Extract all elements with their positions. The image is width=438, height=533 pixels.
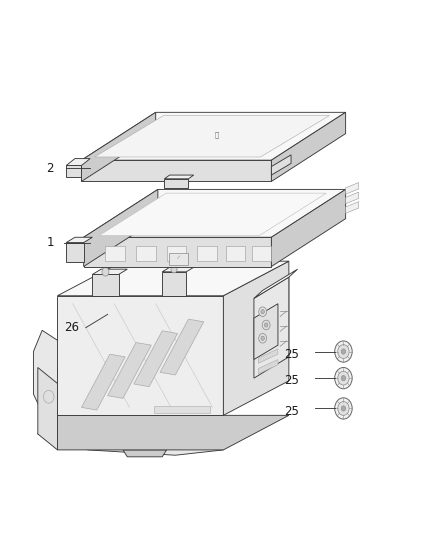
Circle shape bbox=[338, 401, 349, 415]
Polygon shape bbox=[258, 360, 278, 374]
Polygon shape bbox=[106, 246, 125, 261]
Polygon shape bbox=[134, 331, 177, 386]
Polygon shape bbox=[38, 421, 223, 455]
Polygon shape bbox=[164, 179, 188, 188]
Polygon shape bbox=[57, 296, 223, 415]
Polygon shape bbox=[160, 319, 204, 375]
Polygon shape bbox=[153, 406, 210, 413]
Polygon shape bbox=[272, 112, 346, 181]
Text: 25: 25 bbox=[285, 374, 299, 387]
Polygon shape bbox=[84, 237, 272, 266]
Polygon shape bbox=[223, 261, 289, 415]
Polygon shape bbox=[166, 246, 186, 261]
Polygon shape bbox=[84, 189, 346, 237]
Circle shape bbox=[261, 310, 265, 314]
Circle shape bbox=[338, 371, 349, 385]
Text: 25: 25 bbox=[285, 405, 299, 417]
Polygon shape bbox=[136, 246, 155, 261]
Polygon shape bbox=[123, 450, 166, 457]
Circle shape bbox=[102, 268, 109, 276]
Text: 1: 1 bbox=[46, 236, 54, 249]
Circle shape bbox=[259, 334, 267, 343]
Polygon shape bbox=[254, 269, 297, 298]
Text: 25: 25 bbox=[285, 348, 299, 361]
Polygon shape bbox=[33, 330, 71, 418]
Polygon shape bbox=[258, 349, 278, 364]
Polygon shape bbox=[346, 182, 359, 194]
Text: 2: 2 bbox=[46, 161, 54, 175]
Polygon shape bbox=[81, 112, 155, 181]
Polygon shape bbox=[164, 175, 194, 179]
Circle shape bbox=[265, 323, 268, 327]
Polygon shape bbox=[95, 116, 329, 157]
Polygon shape bbox=[162, 266, 195, 272]
Circle shape bbox=[262, 320, 270, 330]
Polygon shape bbox=[108, 343, 151, 398]
Polygon shape bbox=[272, 155, 291, 175]
Circle shape bbox=[341, 375, 346, 381]
Polygon shape bbox=[57, 261, 289, 296]
Polygon shape bbox=[99, 193, 326, 236]
Polygon shape bbox=[272, 189, 346, 266]
Polygon shape bbox=[226, 246, 245, 261]
Text: ⬜: ⬜ bbox=[215, 131, 219, 138]
Polygon shape bbox=[92, 269, 127, 274]
Polygon shape bbox=[66, 243, 84, 262]
Circle shape bbox=[341, 406, 346, 411]
Polygon shape bbox=[84, 189, 158, 266]
Circle shape bbox=[335, 398, 352, 419]
Polygon shape bbox=[81, 160, 272, 181]
Polygon shape bbox=[81, 112, 346, 160]
Polygon shape bbox=[38, 368, 57, 450]
Circle shape bbox=[335, 368, 352, 389]
Polygon shape bbox=[66, 159, 90, 165]
Circle shape bbox=[43, 390, 54, 403]
Polygon shape bbox=[197, 246, 217, 261]
Polygon shape bbox=[66, 237, 92, 243]
Polygon shape bbox=[57, 415, 289, 450]
Polygon shape bbox=[92, 274, 119, 296]
Polygon shape bbox=[254, 304, 278, 360]
Polygon shape bbox=[346, 201, 359, 213]
Polygon shape bbox=[254, 277, 289, 378]
Circle shape bbox=[261, 336, 265, 341]
Polygon shape bbox=[169, 253, 188, 265]
Circle shape bbox=[338, 345, 349, 359]
Circle shape bbox=[259, 307, 267, 317]
Circle shape bbox=[341, 349, 346, 354]
Circle shape bbox=[171, 265, 177, 273]
Text: 26: 26 bbox=[64, 321, 79, 334]
Polygon shape bbox=[252, 246, 272, 261]
Polygon shape bbox=[346, 192, 359, 204]
Polygon shape bbox=[81, 354, 125, 410]
Circle shape bbox=[335, 341, 352, 362]
Polygon shape bbox=[162, 272, 186, 296]
Polygon shape bbox=[66, 165, 81, 177]
